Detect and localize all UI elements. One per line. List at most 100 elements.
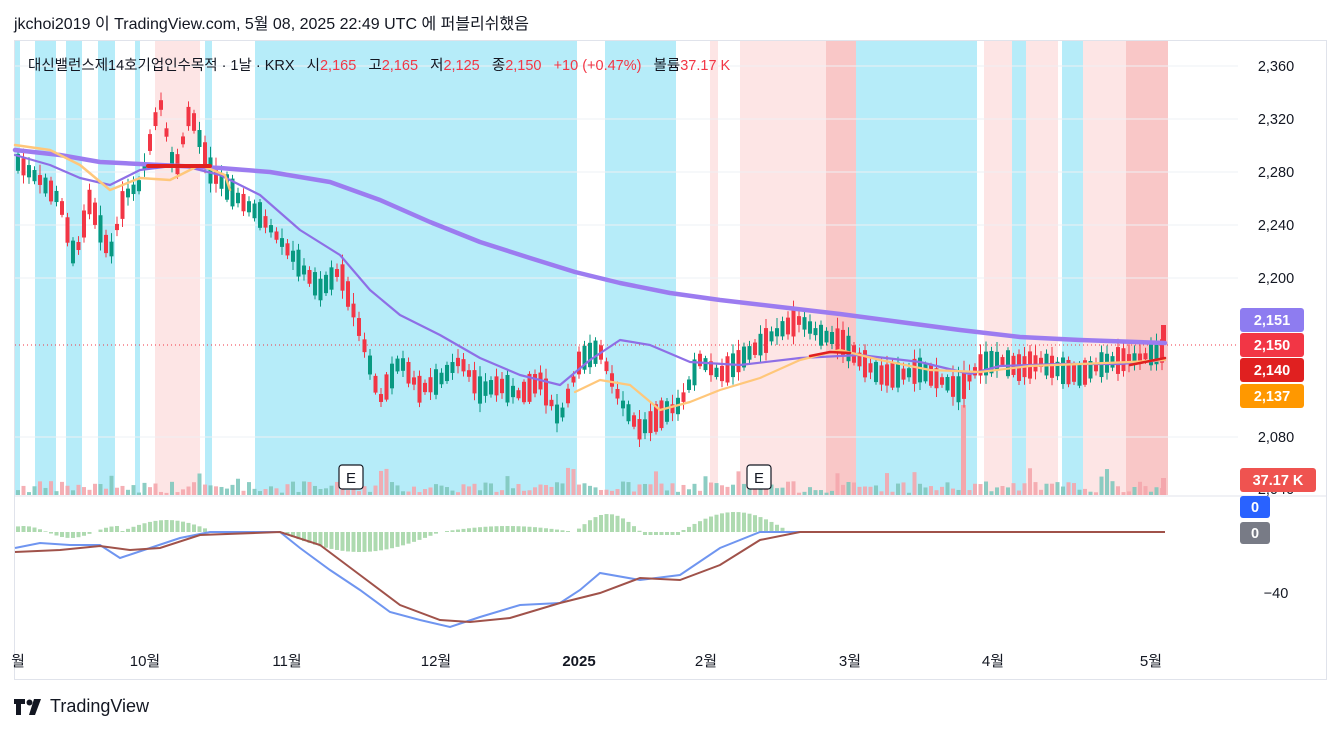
candle-body [725, 356, 730, 383]
macd-histogram-bar [318, 532, 323, 547]
macd-histogram-bar [153, 520, 158, 532]
volume-bar [1110, 481, 1115, 495]
footer[interactable]: TradingView [14, 696, 149, 717]
volume-bar [483, 482, 488, 495]
candle-body [1160, 339, 1164, 363]
regime-band [1083, 41, 1126, 495]
volume-bar [604, 489, 609, 495]
regime-band [155, 41, 170, 495]
candle-body [1116, 347, 1120, 374]
volume-bar [709, 482, 713, 495]
volume-bar [313, 485, 317, 495]
volume-bar [522, 490, 526, 495]
macd-histogram-bar [32, 527, 37, 532]
volume-bar [423, 489, 427, 495]
volume-bar [43, 487, 48, 495]
volume-bar [566, 467, 570, 495]
candle-body [324, 274, 328, 294]
volume-bar [648, 484, 653, 495]
macd-histogram-bar [27, 526, 31, 532]
candle-body [720, 365, 724, 382]
candle-body [214, 168, 218, 184]
candle-body [1143, 353, 1148, 360]
macd-histogram-bar [775, 524, 779, 532]
volume-bar [786, 481, 790, 495]
macd-histogram-bar [769, 521, 774, 532]
volume-bar [758, 484, 763, 495]
volume-bar [219, 486, 224, 495]
candle-body [1055, 361, 1060, 377]
volume-bar [775, 488, 779, 495]
price-badge-label: 2,140 [1254, 363, 1290, 379]
candle-body [98, 215, 103, 243]
candle-body [984, 351, 988, 376]
macd-histogram-bar [351, 532, 356, 552]
volume-bar [984, 481, 988, 495]
candle-body [472, 370, 477, 394]
candle-body [555, 404, 559, 424]
volume-bar [417, 492, 422, 495]
candle-body [87, 189, 92, 215]
candle-body [764, 328, 768, 353]
candle-body [1149, 343, 1153, 366]
volume-bar [346, 490, 350, 495]
macd-histogram-bar [390, 532, 394, 549]
candle-body [577, 351, 581, 375]
volume-bar [258, 491, 262, 495]
volume-bar [945, 482, 950, 495]
volume-bar [329, 485, 334, 495]
volume-bar [368, 491, 372, 495]
candle-body [291, 250, 295, 262]
regime-band [135, 41, 140, 495]
symbol-name: 대신밸런스제14호기업인수목적 · 1날 · KRX [28, 58, 295, 74]
macd-histogram-bar [764, 519, 768, 532]
volume-bar [813, 490, 818, 495]
candle-body [1088, 360, 1093, 379]
macd-histogram-bar [87, 532, 92, 534]
volume-bar [632, 491, 636, 495]
candle-body [27, 165, 31, 178]
regime-band [826, 41, 856, 495]
time-tick-label: 3월 [839, 653, 861, 670]
volume-bar [489, 483, 493, 495]
low-value: 2,125 [443, 58, 480, 74]
high-value: 2,165 [381, 58, 419, 74]
candle-body [434, 369, 438, 395]
volume-bar [131, 485, 136, 495]
candle-body [995, 351, 999, 370]
time-tick-label: 12월 [421, 653, 452, 670]
candle-body [258, 202, 262, 228]
candle-body [780, 321, 785, 337]
time-tick-label: 월 [11, 653, 25, 670]
macd-badge-label: 0 [1251, 500, 1259, 516]
volume-bar [654, 471, 658, 495]
candle-body [280, 238, 284, 247]
volume-bar [890, 491, 895, 495]
macd-histogram-bar [109, 526, 114, 532]
volume-bar [912, 472, 917, 495]
macd-histogram-bar [533, 527, 537, 532]
regime-band [66, 41, 82, 495]
candle-body [362, 339, 367, 353]
chart-frame [14, 40, 1327, 680]
volume-bar [725, 486, 730, 495]
volume-bar [753, 489, 757, 495]
macd-histogram-bar [582, 524, 587, 532]
volume-bar [467, 486, 471, 495]
macd-histogram-bar [703, 518, 708, 532]
candle-body [186, 106, 191, 127]
candle-body [49, 180, 53, 202]
macd-histogram-bar [615, 515, 620, 532]
volume-bar [703, 476, 708, 495]
macd-histogram-bar [637, 530, 642, 532]
candle-body [747, 346, 752, 360]
price-tick-label: 2,080 [1258, 430, 1294, 446]
volume-bar [934, 490, 939, 495]
candle-body [830, 332, 834, 344]
ema-short-line [13, 143, 232, 192]
macd-histogram-bar [373, 532, 378, 552]
volume-bar [461, 484, 466, 495]
candle-body [1000, 357, 1005, 365]
regime-band [1012, 41, 1026, 495]
